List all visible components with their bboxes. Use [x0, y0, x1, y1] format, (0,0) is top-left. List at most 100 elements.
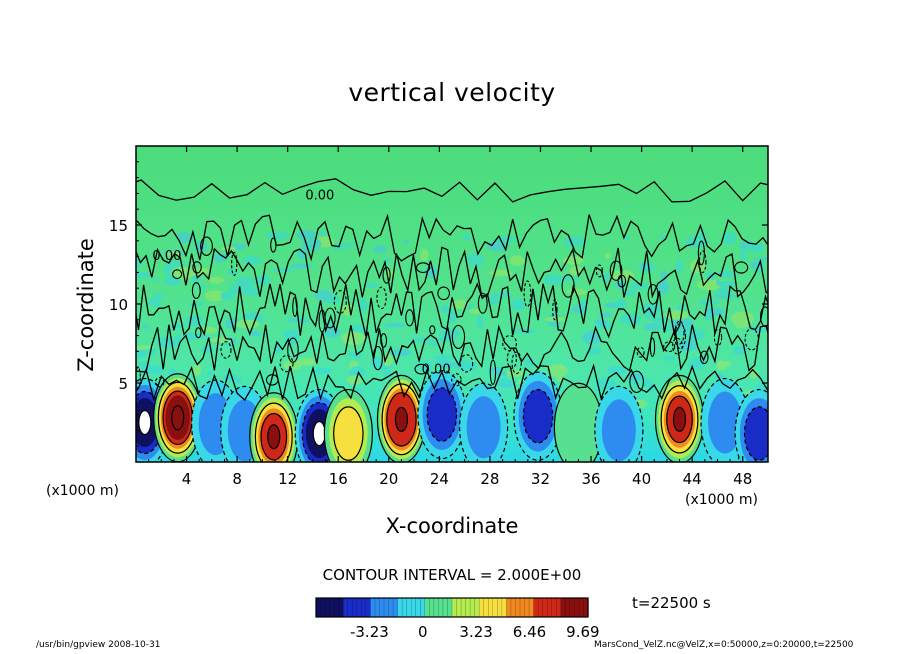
- colorbar-segment: [320, 598, 326, 617]
- colorbar-segment: [569, 598, 575, 617]
- texture-blob: [136, 255, 142, 268]
- colorbar: -3.23 0 3.23 6.46 9.69: [315, 597, 600, 641]
- texture-blob: [753, 257, 768, 262]
- texture-blob: [156, 337, 181, 348]
- colorbar-segment: [506, 598, 512, 617]
- x-tick-label: 44: [683, 470, 702, 488]
- small-contour: [172, 269, 183, 280]
- colorbar-segment: [488, 598, 494, 617]
- texture-blob: [228, 284, 239, 294]
- texture-blob: [699, 299, 721, 306]
- texture-blob: [153, 293, 164, 299]
- texture-blob: [544, 316, 566, 322]
- texture-blob: [204, 290, 226, 302]
- velocity-cell: [153, 373, 203, 462]
- cell-contour: [522, 388, 554, 444]
- colorbar-segment: [456, 598, 462, 617]
- texture-blob: [420, 249, 429, 262]
- small-contour: [511, 351, 522, 375]
- velocity-cell: [513, 371, 563, 461]
- texture-blob: [183, 235, 194, 243]
- colorbar-segment: [574, 598, 580, 617]
- texture-blob: [462, 234, 471, 241]
- texture-blob: [373, 245, 387, 254]
- small-contour: [265, 374, 279, 386]
- small-contour: [674, 323, 687, 350]
- cell-contour: [743, 406, 768, 461]
- texture-blob: [569, 266, 583, 276]
- small-contour: [429, 325, 436, 335]
- texture-blob: [629, 282, 649, 290]
- colorbar-segment: [524, 598, 530, 617]
- contour-line: [136, 363, 768, 402]
- colorbar-segment: [329, 598, 335, 617]
- velocity-cell: [323, 388, 373, 462]
- small-contour: [671, 337, 683, 355]
- small-contour: [552, 298, 558, 321]
- colorbar-segment: [397, 598, 403, 617]
- texture-blob: [552, 280, 564, 285]
- small-contour: [195, 327, 202, 339]
- x-tick-label: 40: [632, 470, 651, 488]
- small-contour: [649, 337, 656, 358]
- colorbar-segment: [411, 598, 417, 617]
- texture-blob: [382, 352, 393, 367]
- colorbar-segment: [316, 598, 322, 617]
- texture-blob: [563, 236, 586, 248]
- small-contour: [647, 283, 659, 305]
- texture-blob: [615, 298, 627, 309]
- colorbar-segment: [370, 598, 376, 617]
- cell-contour: [333, 406, 364, 461]
- colorbar-segment: [374, 598, 381, 617]
- texture-blob: [282, 328, 301, 340]
- texture-blob: [148, 297, 162, 308]
- texture-blob: [454, 364, 477, 371]
- texture-blob: [488, 296, 499, 305]
- colorbar-segment: [356, 598, 362, 617]
- colorbar-segment: [352, 598, 358, 617]
- contour-line: [136, 282, 768, 339]
- contour-line: [136, 323, 768, 373]
- x-unit-left: (x1000 m): [46, 483, 119, 499]
- colorbar-segment: [515, 598, 521, 617]
- colorbar-segment: [547, 598, 553, 617]
- colorbar-segment: [542, 598, 548, 617]
- colorbar-segment: [520, 598, 526, 617]
- texture-blob: [750, 325, 767, 333]
- small-contour: [699, 350, 709, 365]
- colorbar-segment: [347, 598, 353, 617]
- colorbar-segment: [474, 598, 480, 617]
- velocity-cell: [417, 370, 467, 460]
- small-contour: [437, 286, 450, 301]
- texture-blob: [193, 363, 202, 377]
- x-tick-label: 16: [329, 470, 348, 488]
- contour-interval: CONTOUR INTERVAL = 2.000E+00: [322, 566, 582, 584]
- colorbar-segment: [343, 598, 349, 617]
- texture-blob: [289, 263, 313, 269]
- cell-core: [267, 424, 281, 450]
- small-contour: [382, 266, 391, 284]
- colorbar-segment: [415, 598, 421, 617]
- footer-left: /usr/bin/gpview 2008-10-31: [36, 640, 161, 650]
- colorbar-segment: [510, 598, 517, 617]
- colorbar-segment: [465, 598, 471, 617]
- texture-blob: [297, 357, 317, 366]
- velocity-cell: [594, 385, 644, 462]
- colorbar-segment: [560, 598, 566, 617]
- small-contour: [506, 348, 517, 369]
- small-contour: [502, 335, 518, 352]
- texture-blob: [226, 269, 240, 275]
- texture-blob: [390, 349, 412, 357]
- colorbar-segment: [361, 598, 367, 617]
- texture-blob: [359, 297, 368, 312]
- texture-blob: [163, 276, 181, 287]
- texture-blob: [731, 311, 754, 326]
- small-contour: [459, 354, 474, 373]
- x-tick-label: 24: [430, 470, 449, 488]
- texture-blob: [439, 328, 460, 340]
- colorbar-segment: [420, 598, 426, 617]
- small-contour: [414, 363, 429, 375]
- colorbar-segment: [470, 598, 476, 617]
- texture-blob: [402, 239, 410, 244]
- texture-blob: [136, 345, 155, 350]
